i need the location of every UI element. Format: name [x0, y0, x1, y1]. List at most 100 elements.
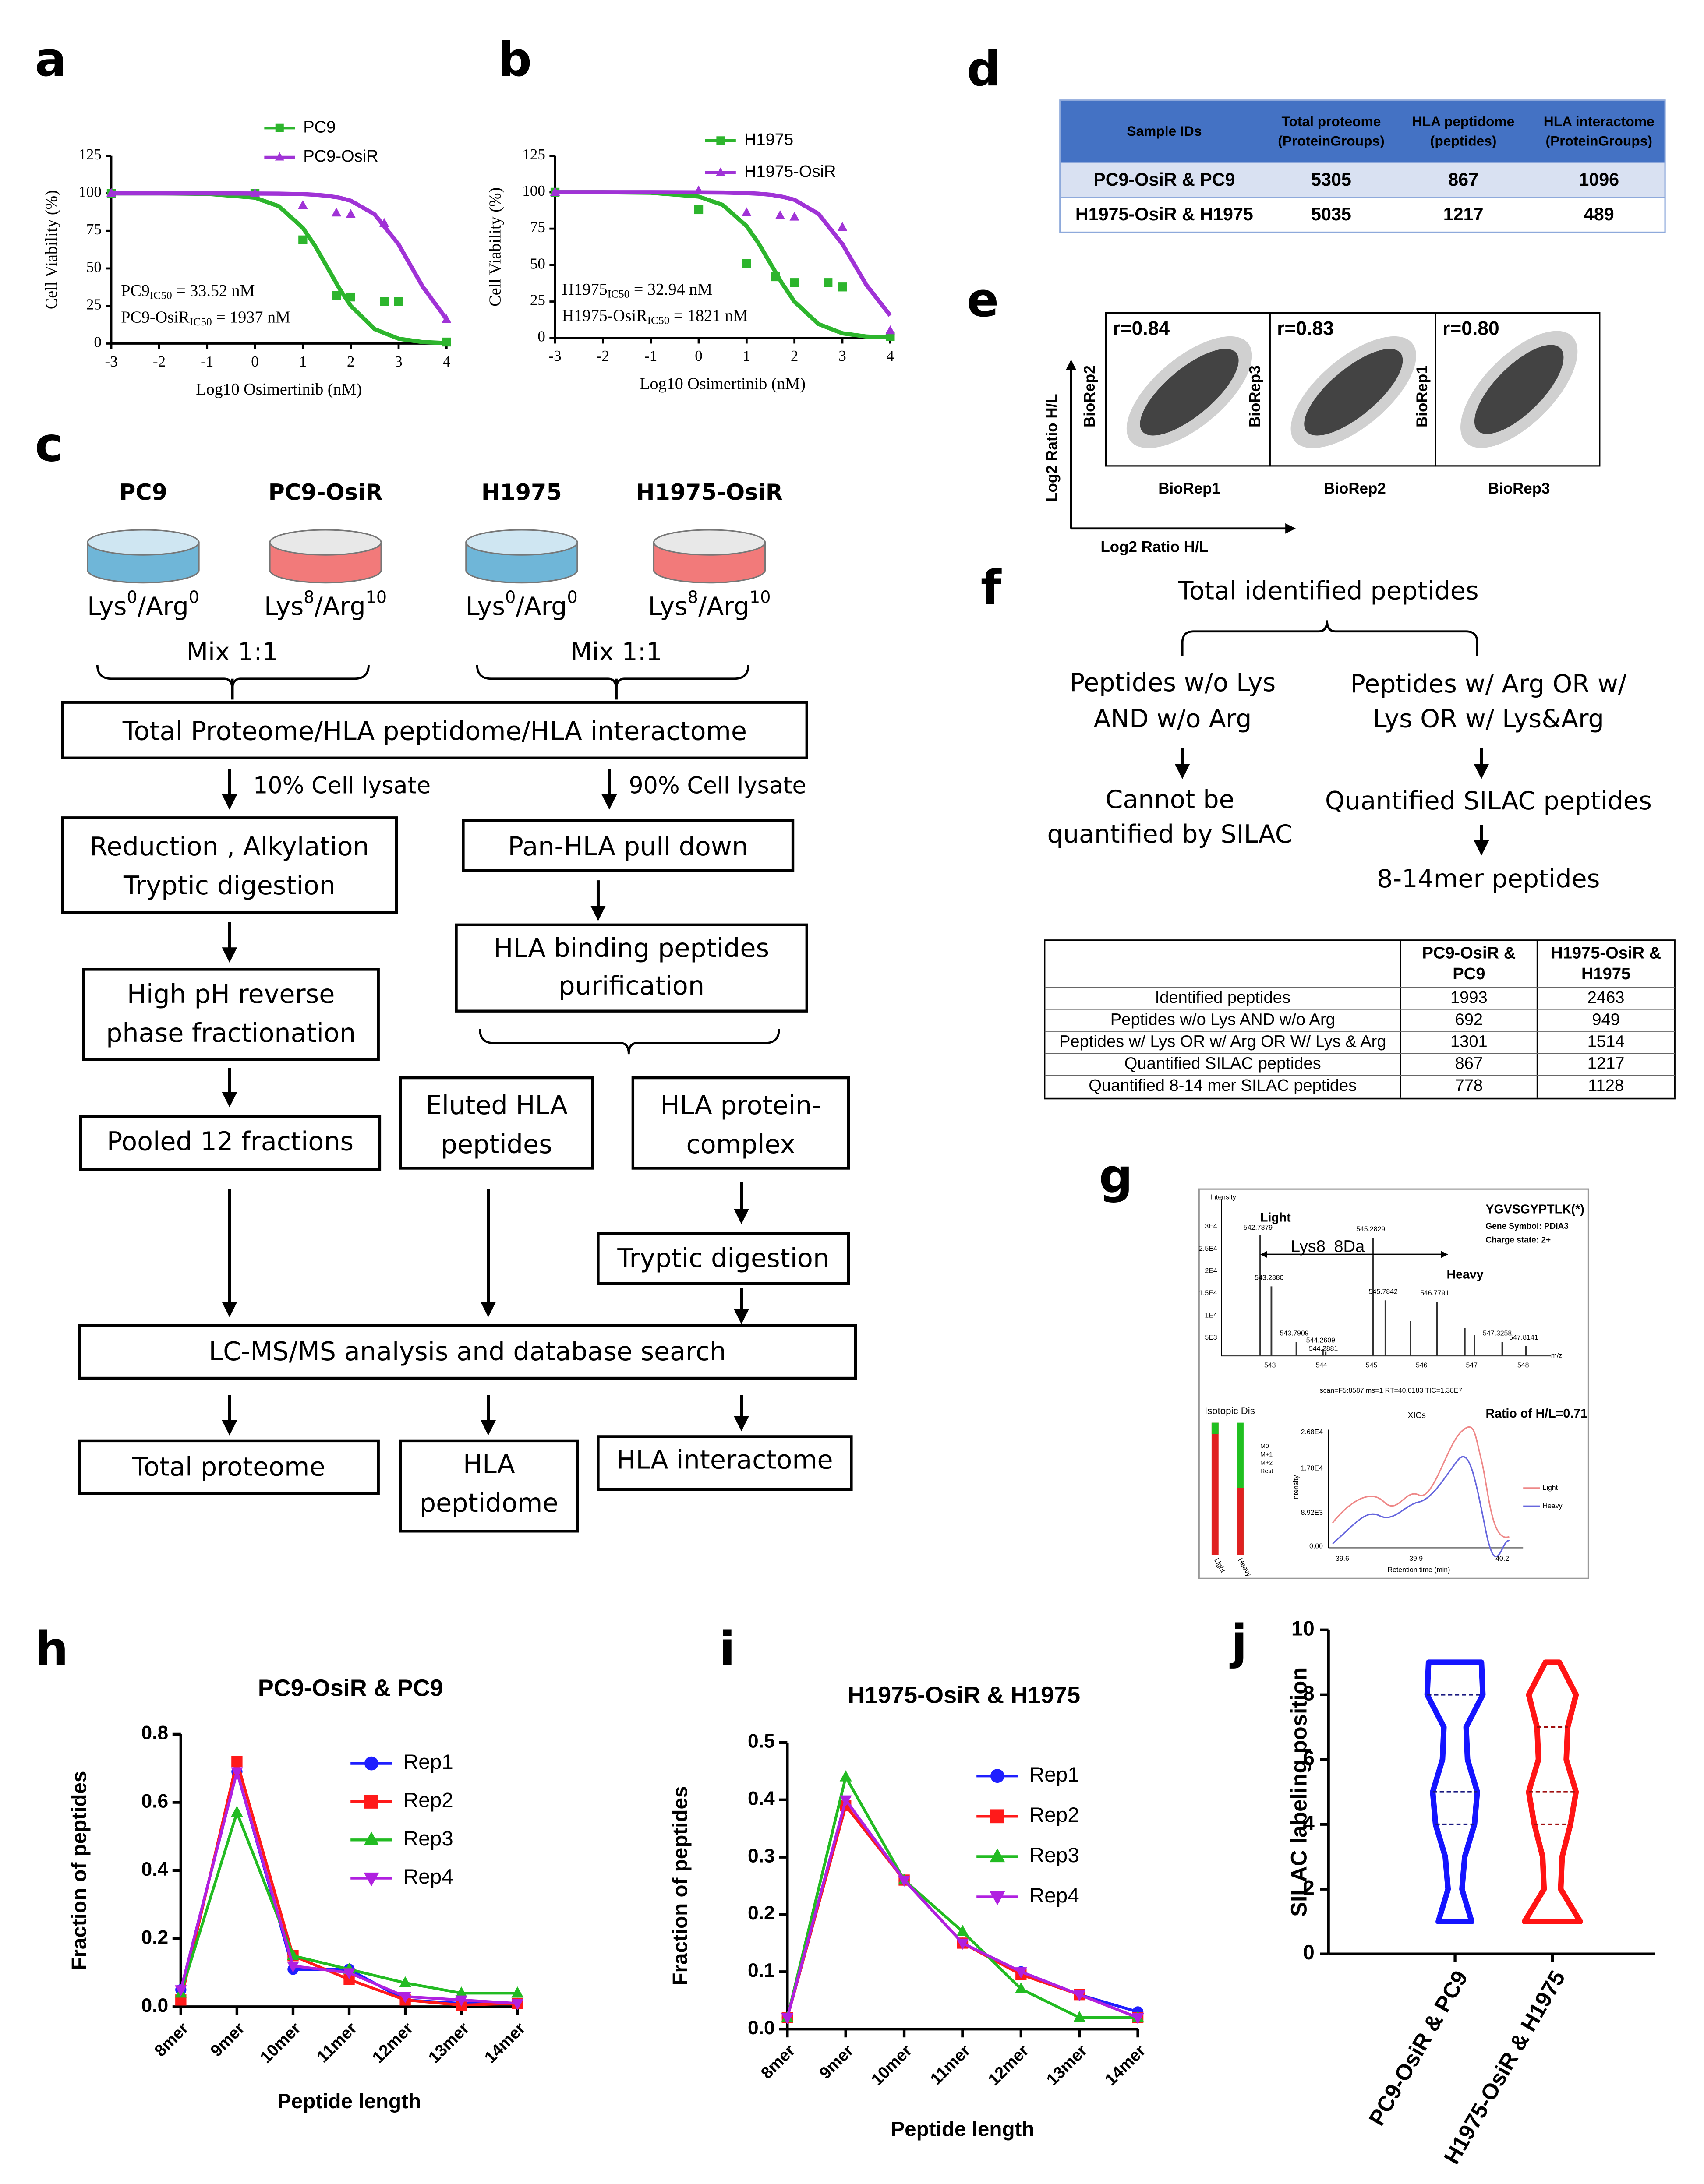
step-label: peptidome	[420, 1488, 559, 1518]
step-label: High pH reverse	[127, 979, 335, 1009]
table-header-cell: Total proteome	[1281, 113, 1381, 129]
data-point	[1015, 1967, 1027, 1979]
x-tick-label: 2	[347, 353, 354, 370]
table-cell: Peptides w/o Lys AND w/o Arg	[1110, 1010, 1335, 1029]
data-point	[886, 332, 895, 341]
step-label: peptides	[441, 1129, 552, 1159]
data-point	[298, 200, 308, 209]
table-cell: 5035	[1311, 204, 1351, 224]
spectrum-text: 542.7879	[1244, 1224, 1273, 1231]
y-tick-label: 8	[1303, 1682, 1315, 1705]
table-cell: 1217	[1587, 1055, 1625, 1073]
flow-label: Total identified peptides	[1178, 576, 1479, 605]
panel-label: c	[35, 417, 63, 472]
data-point	[399, 1992, 412, 2004]
cell-line: PC9	[119, 479, 167, 505]
y-tick-label: 125	[522, 146, 545, 163]
flow-label: Cannot be	[1105, 785, 1234, 814]
flow-label: AND w/o Arg	[1093, 705, 1251, 734]
legend-marker	[716, 136, 725, 145]
table-header-cell: (ProteinGroups)	[1546, 133, 1652, 148]
axis-label: Log2 Ratio H/L	[1100, 538, 1208, 555]
data-point	[837, 222, 848, 231]
data-point	[332, 291, 341, 300]
x-tick-label: 1	[743, 347, 750, 364]
flow-label: Quantified SILAC peptides	[1325, 787, 1652, 815]
media-b: /Arg	[516, 592, 567, 621]
spectrum-text: 2.68E4	[1301, 1429, 1323, 1436]
annotation-text: PC9	[121, 282, 150, 300]
legend-label: PC9-OsiR	[303, 147, 378, 166]
spectrum-text: Intensity	[1293, 1475, 1300, 1501]
spectrum-text: 544.2881	[1309, 1345, 1338, 1353]
dish-top	[269, 529, 382, 556]
table-cell: 1514	[1587, 1033, 1625, 1051]
x-tick-label: 9mer	[816, 2041, 857, 2082]
x-tick-label: 14mer	[1102, 2041, 1149, 2089]
spectrum-text: 39.6	[1336, 1555, 1349, 1563]
brace	[1181, 620, 1478, 656]
data-point	[380, 297, 389, 306]
step-label: HLA	[463, 1449, 515, 1479]
flow-label: quantified by SILAC	[1047, 820, 1293, 849]
step-label: complex	[686, 1129, 795, 1159]
data-point	[775, 210, 785, 219]
step-label: Eluted HLA	[426, 1090, 568, 1120]
cell-line: PC9-OsiR	[269, 479, 383, 505]
data-point	[781, 2013, 794, 2025]
step-box	[597, 1435, 853, 1491]
legend-label: Rep1	[403, 1750, 453, 1774]
table-cell: 1096	[1579, 169, 1619, 190]
annotation-sub: IC50	[150, 289, 172, 301]
y-tick-label: 50	[530, 255, 545, 272]
spectrum-text: Heavy	[1543, 1502, 1563, 1510]
x-tick-label: 3	[395, 353, 402, 370]
media-sup: 8	[688, 587, 698, 607]
step-box	[82, 968, 380, 1062]
table-cell: H1975-OsiR & H1975	[1075, 204, 1253, 224]
step-box	[78, 1324, 857, 1380]
annotation-text: PC9-OsiR	[121, 308, 190, 326]
data-point	[442, 314, 452, 323]
data-point	[1015, 1982, 1027, 1993]
x-tick-label: 12mer	[369, 2019, 417, 2067]
spectrum-text: Light	[1260, 1210, 1291, 1224]
table-border	[1059, 99, 1666, 233]
data-point	[839, 1795, 852, 1807]
flow-label: 8-14mer peptides	[1377, 864, 1600, 893]
legend-marker	[716, 167, 725, 176]
spectrum-text: 545.7842	[1369, 1288, 1398, 1295]
data-point	[379, 218, 389, 227]
y-axis-label: Fraction of peptides	[68, 1771, 91, 1970]
rep-label: BioRep3	[1247, 365, 1264, 427]
legend-label: PC9	[303, 118, 336, 136]
table-cell: Quantified 8-14 mer SILAC peptides	[1089, 1076, 1357, 1095]
data-point	[442, 337, 451, 347]
y-tick-label: 0	[537, 328, 545, 345]
x-tick-label: 2	[791, 347, 798, 364]
y-tick-label: 75	[86, 221, 102, 238]
spectrum-text: 1.78E4	[1301, 1465, 1323, 1472]
y-tick-label: 0.4	[748, 1788, 775, 1810]
data-point	[838, 282, 847, 292]
series-line	[786, 1773, 1138, 2019]
media-a: Lys	[466, 592, 505, 621]
step-label: Pan-HLA pull down	[508, 831, 748, 861]
media-b: /Arg	[138, 592, 189, 621]
spectrum-text: M+2	[1260, 1459, 1273, 1466]
spectrum-text: 2E4	[1205, 1267, 1217, 1275]
spectrum-text: Lys8	[1291, 1238, 1326, 1256]
spectrum-text: 2.5E4	[1199, 1245, 1217, 1253]
rep-label: BioRep2	[1081, 365, 1098, 427]
legend-marker	[990, 1848, 1005, 1863]
y-axis-label: Fraction of peptides	[669, 1786, 692, 1986]
spectrum-text: 544	[1316, 1362, 1328, 1369]
annotation-tail: = 33.52 nM	[172, 282, 255, 300]
x-tick-label: 8mer	[151, 2019, 192, 2060]
dish-top	[87, 529, 200, 556]
media-label: Lys0/Arg0	[87, 587, 199, 621]
x-tick-label: 10mer	[257, 2019, 304, 2067]
table-header-cell: Sample IDs	[1127, 123, 1202, 139]
data-point	[956, 1938, 969, 1950]
